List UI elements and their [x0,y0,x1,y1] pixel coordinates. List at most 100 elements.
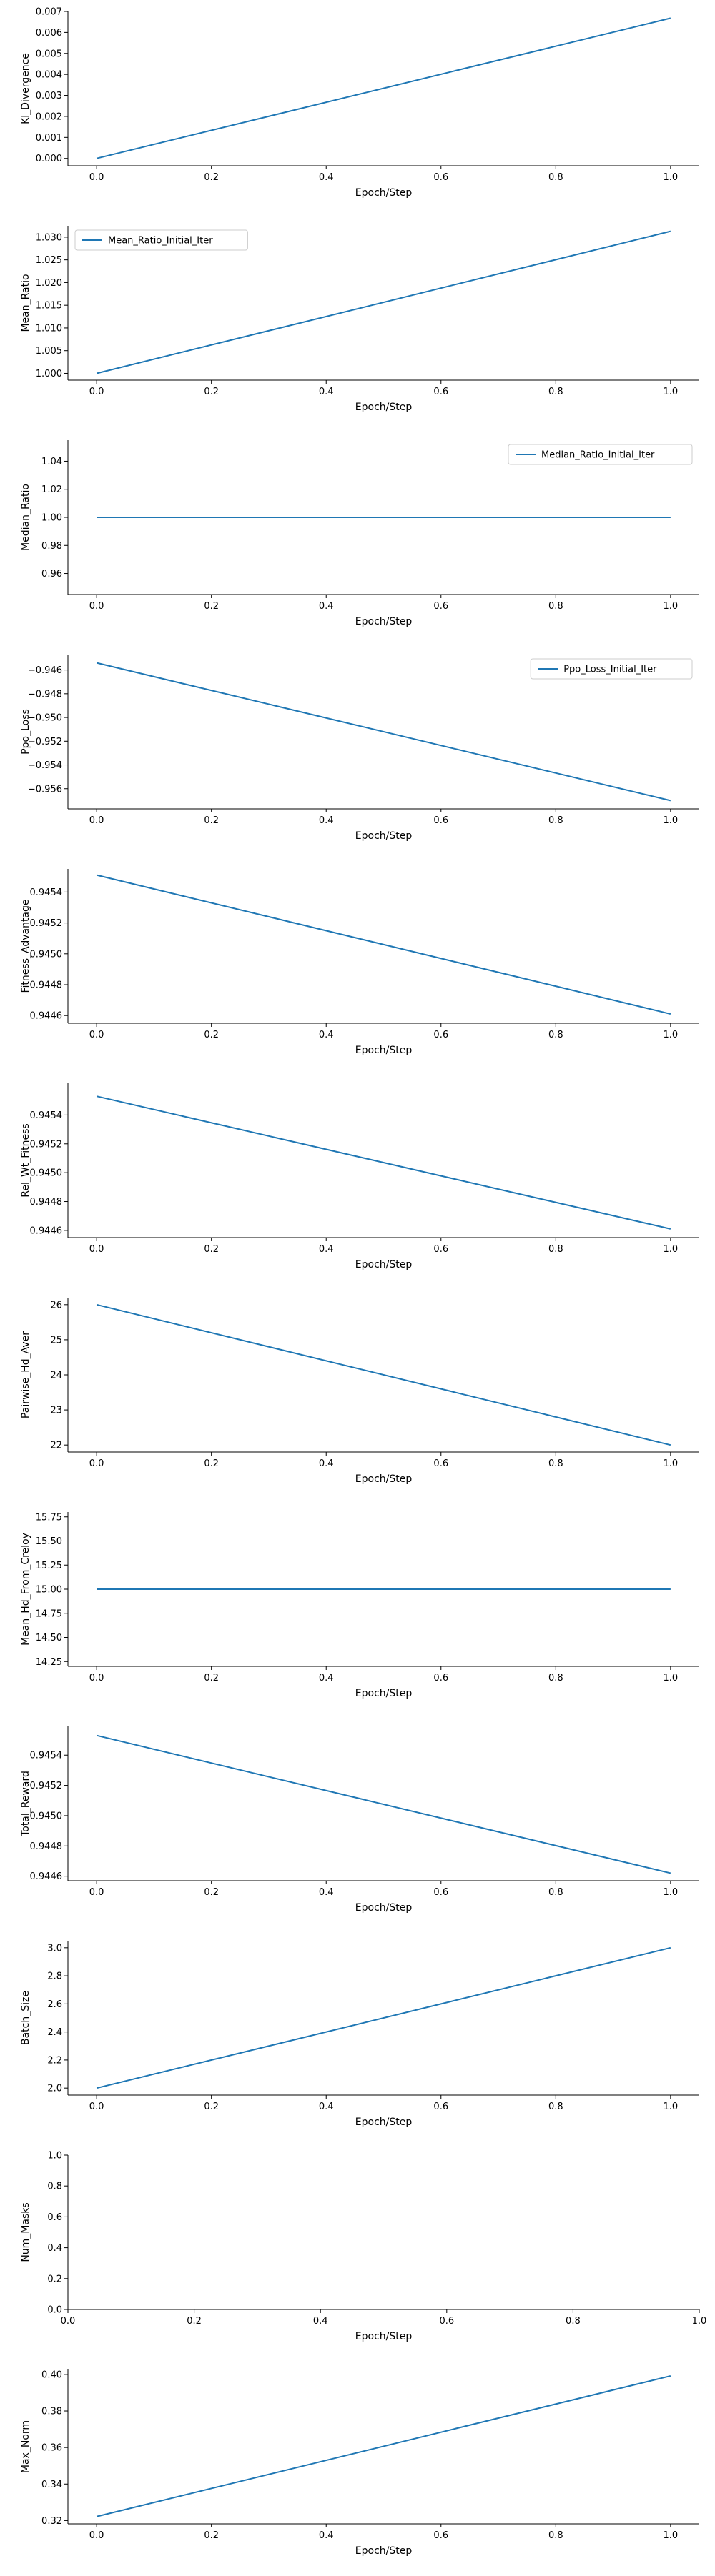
x-tick-label: 0.4 [319,2102,334,2112]
y-tick-label: 2.6 [47,1999,62,2010]
x-tick-label: 0.0 [89,1673,104,1684]
x-axis-label: Epoch/Step [355,402,413,413]
y-tick-label: 0.9452 [30,1139,63,1150]
y-tick-label: 22 [50,1441,62,1451]
x-tick-label: 0.6 [433,815,448,826]
y-tick-label: 1.010 [36,323,62,334]
y-tick-label: 15.50 [36,1536,62,1547]
x-tick-label: 0.2 [204,2102,219,2112]
x-tick-label: 0.4 [319,1887,334,1898]
x-tick-label: 0.6 [433,387,448,397]
y-tick-label: 0.4 [47,2243,62,2254]
x-tick-label: 0.8 [548,387,563,397]
series-line [96,17,671,159]
x-tick-label: 0.6 [439,2316,454,2327]
y-tick-label: 1.00 [41,513,62,524]
y-axis-label: Fitness_Advantage [20,899,31,993]
y-axis-label: Total_Reward [20,1771,31,1837]
y-axis-label: Mean_Hd_From_Creloy [20,1533,31,1646]
x-tick-label: 1.0 [664,1673,679,1684]
y-tick-label: 0.9450 [30,1168,63,1179]
x-tick-label: 0.4 [319,1458,334,1469]
y-tick-label: 0.6 [47,2212,62,2223]
y-tick-label: 2.4 [47,2027,62,2038]
x-axis-label: Epoch/Step [355,2117,413,2128]
x-tick-label: 1.0 [664,601,679,612]
y-tick-label: 0.9448 [30,1197,63,1208]
y-tick-label: −0.946 [28,665,62,676]
y-tick-label: 1.020 [36,278,62,289]
y-tick-label: 25 [50,1335,62,1346]
x-axis-label: Epoch/Step [355,187,413,199]
y-axis-label: Batch_Size [20,1991,31,2045]
x-tick-label: 0.8 [548,1887,563,1898]
x-tick-label: 0.6 [433,2102,448,2112]
chart-panel-1: 0.0 0.2 0.4 0.6 0.8 1.0 0.000 0.001 0.002 0.003 0.… [20,7,699,199]
y-tick-label: 2.2 [47,2055,62,2066]
x-tick-label: 0.8 [566,2316,581,2327]
y-axis-label: Mean_Ratio [20,274,31,332]
x-axis-label: Epoch/Step [355,1902,413,1914]
x-tick-label: 0.8 [548,1673,563,1684]
series-line [96,230,671,374]
y-tick-label: 0.002 [36,111,62,122]
chart-panel-9: 0.0 0.2 0.4 0.6 0.8 1.0 0.9446 0.9448 0.9450 0.94… [20,1726,699,1914]
y-tick-label: 1.025 [36,255,62,266]
x-tick-label: 1.0 [664,815,679,826]
y-tick-label: 0.9446 [30,1011,63,1022]
y-tick-label: 2.0 [47,2084,62,2094]
y-tick-label: 0.34 [41,2480,62,2490]
y-tick-label: 0.8 [47,2182,62,2192]
y-tick-label: 0.007 [36,7,62,18]
x-tick-label: 0.2 [204,2530,219,2541]
y-tick-label: 1.0 [47,2151,62,2162]
y-tick-label: 15.25 [36,1561,62,1571]
x-tick-label: 1.0 [664,387,679,397]
y-axis-label: Rel_Wt_Fitness [20,1123,31,1197]
y-tick-label: 0.001 [36,133,62,144]
y-tick-label: 3.0 [47,1943,62,1954]
chart-panel-3: 0.0 0.2 0.4 0.6 0.8 1.0 0.96 0.98 1.00 1.02 1.04 Ep… [20,440,699,627]
x-tick-label: 0.6 [433,1244,448,1255]
chart-panel-5: 0.0 0.2 0.4 0.6 0.8 1.0 0.9446 0.9448 0.9450 0.94… [20,869,699,1056]
y-tick-label: 0.9446 [30,1225,63,1236]
y-tick-label: 0.9454 [30,1110,63,1121]
y-tick-label: 14.25 [36,1657,62,1668]
legend-box [530,658,693,680]
y-tick-label: 0.9450 [30,1811,63,1821]
series-line [96,874,671,1015]
y-tick-label: −0.950 [28,713,62,724]
x-tick-label: 0.2 [204,815,219,826]
x-tick-label: 0.2 [204,1244,219,1255]
x-tick-label: 0.0 [89,1244,104,1255]
y-tick-label: 0.9450 [30,949,63,960]
y-tick-label: 0.005 [36,49,62,59]
x-tick-label: 0.0 [89,387,104,397]
chart-panel-12: 0.0 0.2 0.4 0.6 0.8 1.0 0.32 0.34 0.36 0.38 0.40 Ep… [20,2369,699,2557]
y-tick-label: 0.004 [36,70,62,81]
y-tick-label: 0.003 [36,91,62,101]
series-line [96,1946,671,2089]
y-tick-label: 0.9448 [30,980,63,991]
x-tick-label: 0.2 [204,172,219,183]
y-tick-label: 23 [50,1406,62,1416]
x-tick-label: 0.6 [433,172,448,183]
x-tick-label: 0.2 [204,1673,219,1684]
legend-label: Median_Ratio_Initial_Iter [541,450,655,461]
x-tick-label: 0.0 [89,172,104,183]
series-line [96,2374,671,2517]
x-tick-label: 0.0 [89,2102,104,2112]
x-tick-label: 0.2 [204,601,219,612]
y-tick-label: 0.9448 [30,1841,63,1852]
x-axis-label: Epoch/Step [355,1688,413,1699]
x-tick-label: 0.6 [433,1458,448,1469]
chart-panel-8: 0.0 0.2 0.4 0.6 0.8 1.0 14.25 14.50 14.75 15.00 15… [20,1512,699,1699]
y-tick-label: 1.04 [41,457,62,467]
x-tick-label: 0.0 [89,1887,104,1898]
x-tick-label: 0.4 [319,1030,334,1040]
y-tick-label: 2.8 [47,1971,62,1982]
x-tick-label: 1.0 [664,172,679,183]
x-tick-label: 0.0 [89,1458,104,1469]
chart-panel-4: 0.0 0.2 0.4 0.6 0.8 1.0 −0.946 −0.948 −0.950 −0.9… [20,655,699,842]
